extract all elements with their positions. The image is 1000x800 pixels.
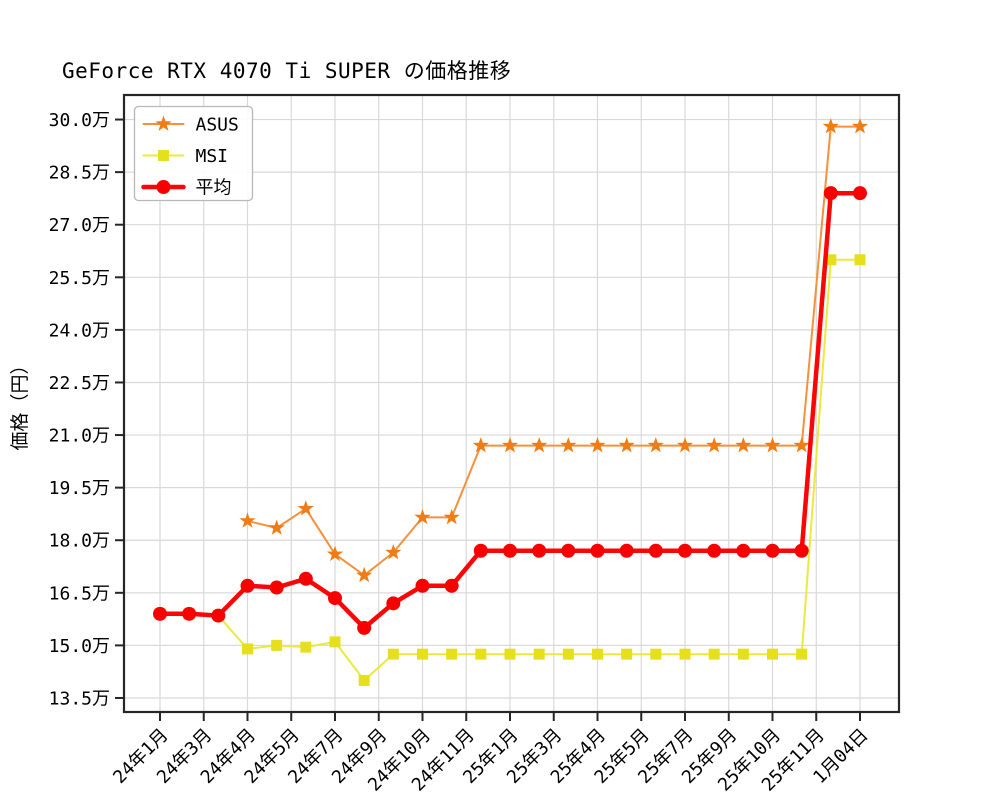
series-marker-平均 xyxy=(678,543,692,558)
series-marker-平均 xyxy=(182,606,197,621)
y-tick-label: 15.0万 xyxy=(49,636,110,657)
series-marker-asus xyxy=(414,508,431,525)
series-marker-asus xyxy=(618,437,635,453)
y-tick-label: 30.0万 xyxy=(49,110,110,131)
series-marker-msi xyxy=(504,648,516,660)
series-marker-平均 xyxy=(444,578,459,593)
series-marker-msi xyxy=(708,648,720,660)
series-marker-平均 xyxy=(298,571,313,586)
series-marker-平均 xyxy=(386,596,401,611)
series-marker-msi xyxy=(737,648,749,660)
y-tick-label: 16.5万 xyxy=(49,583,110,604)
series-marker-msi xyxy=(300,641,312,653)
series-marker-asus xyxy=(822,118,839,134)
series-marker-msi xyxy=(271,639,283,651)
series-line-asus xyxy=(246,125,861,577)
y-tick-label: 28.5万 xyxy=(49,163,110,184)
y-axis-label: 価格（円） xyxy=(9,355,31,450)
series-marker-msi xyxy=(796,648,808,660)
y-tick-label: 19.5万 xyxy=(49,478,110,499)
series-marker-asus xyxy=(793,437,810,453)
series-marker-asus xyxy=(531,437,548,453)
series-marker-平均 xyxy=(532,543,547,558)
series-marker-msi xyxy=(387,648,399,660)
series-marker-平均 xyxy=(561,543,576,558)
series-marker-asus xyxy=(356,566,373,583)
series-marker-asus xyxy=(851,118,869,134)
series-marker-asus xyxy=(443,508,460,525)
y-tick-label: 18.0万 xyxy=(49,531,110,552)
series-marker-msi xyxy=(242,643,253,655)
series-marker-平均 xyxy=(736,543,751,558)
series-marker-平均 xyxy=(765,543,780,558)
series-marker-msi xyxy=(358,674,370,686)
series-marker-平均 xyxy=(503,543,517,558)
series-marker-平均 xyxy=(328,591,342,606)
legend-label: MSI xyxy=(196,146,229,167)
series-marker-msi xyxy=(533,648,545,660)
legend-box xyxy=(133,105,254,202)
legend-label: ASUS xyxy=(196,115,239,136)
series-marker-asus xyxy=(239,512,256,528)
series-marker-asus xyxy=(706,437,723,453)
series-marker-msi xyxy=(592,648,603,660)
series-marker-平均 xyxy=(269,580,284,595)
series-marker-asus xyxy=(297,500,314,516)
series-marker-msi xyxy=(650,648,662,660)
series-marker-平均 xyxy=(853,186,867,201)
series-marker-msi xyxy=(417,648,428,660)
series-marker-平均 xyxy=(707,543,722,558)
legend-label: 平均 xyxy=(196,178,232,199)
series-marker-平均 xyxy=(240,578,255,593)
series-marker-msi xyxy=(679,648,691,660)
chart-title: GeForce RTX 4070 Ti SUPER の価格推移 xyxy=(62,59,512,83)
y-tick-label: 13.5万 xyxy=(49,688,110,709)
series-marker-asus xyxy=(472,437,489,453)
series-marker-平均 xyxy=(619,543,634,558)
y-tick-label: 27.0万 xyxy=(49,215,110,236)
plot-area: 13.5万 15.0万 16.5万 18.0万 19.5万 21.0万 22.5万 24.0万… xyxy=(49,93,901,796)
series-marker-msi xyxy=(446,648,458,660)
series-marker-平均 xyxy=(648,543,663,558)
series-marker-asus xyxy=(385,544,402,560)
series-marker-平均 xyxy=(415,578,430,593)
series-marker-平均 xyxy=(823,186,838,201)
y-tick-label: 25.5万 xyxy=(49,268,110,289)
series-marker-asus xyxy=(735,437,752,453)
axes-spines xyxy=(122,93,901,714)
series-marker-asus xyxy=(501,437,519,453)
series-marker-asus xyxy=(560,437,577,453)
y-tick-label: 24.0万 xyxy=(49,320,110,341)
y-tick-label: 21.0万 xyxy=(49,426,110,447)
series-marker-asus xyxy=(326,545,344,562)
series-marker-msi xyxy=(329,636,341,648)
series-marker-msi xyxy=(562,648,574,660)
legend-sample-marker xyxy=(156,180,171,194)
series-marker-asus xyxy=(268,519,285,535)
series-marker-平均 xyxy=(211,608,226,623)
y-tick-label: 22.5万 xyxy=(49,373,110,394)
series-marker-msi xyxy=(767,648,778,660)
series-marker-平均 xyxy=(794,543,809,558)
series-marker-平均 xyxy=(357,620,372,635)
series-marker-asus xyxy=(647,437,664,453)
series-marker-asus xyxy=(764,437,781,453)
legend-sample-marker xyxy=(155,115,172,131)
series-marker-平均 xyxy=(473,543,488,558)
series-marker-asus xyxy=(676,437,694,453)
legend-sample-marker xyxy=(158,150,169,161)
series-marker-msi xyxy=(621,648,633,660)
series-marker-msi xyxy=(825,254,837,266)
series-marker-msi xyxy=(475,648,487,660)
series-marker-平均 xyxy=(153,606,167,621)
series-marker-平均 xyxy=(590,543,605,558)
series-marker-asus xyxy=(589,437,606,453)
series-marker-msi xyxy=(854,254,866,266)
